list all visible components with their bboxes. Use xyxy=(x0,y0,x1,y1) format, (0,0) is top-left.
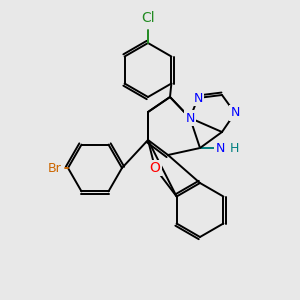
Text: N: N xyxy=(215,142,225,154)
Text: Cl: Cl xyxy=(141,11,155,25)
Text: O: O xyxy=(150,161,160,175)
Text: H: H xyxy=(229,142,239,154)
Text: N: N xyxy=(185,112,195,124)
Text: N: N xyxy=(230,106,240,119)
Text: N: N xyxy=(193,92,203,104)
Text: Br: Br xyxy=(48,161,62,175)
